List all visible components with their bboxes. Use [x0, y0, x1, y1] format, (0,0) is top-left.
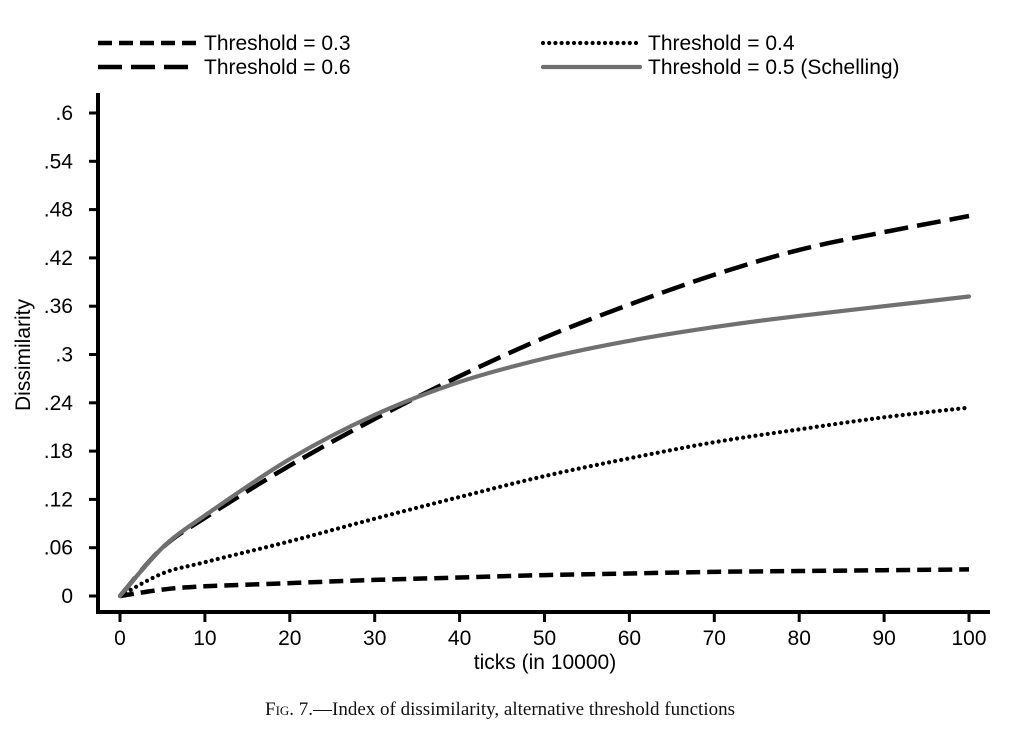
axes: 0 .06 .12 .18 .24 .3 .36 .42 .48 .54 .6 0 10 20 30 40 50… [44, 93, 990, 650]
y-tick-label: .36 [44, 295, 73, 318]
x-tick-label: 80 [788, 627, 811, 650]
y-tick-label: .06 [44, 537, 73, 560]
legend: Threshold = 0.3 Threshold = 0.4Threshold … [98, 32, 900, 79]
y-tick-label: .6 [55, 102, 73, 125]
legend-label-0: Threshold = 0.3 [204, 32, 351, 55]
y-tick-label: .48 [44, 199, 73, 222]
y-axis-title: Dissimilarity [12, 299, 35, 411]
x-tick-label: 70 [703, 627, 726, 650]
legend-label-2: Threshold = 0.6 [204, 56, 351, 79]
figure-caption: Fig. 7.—Index of dissimilarity, alternat… [0, 699, 1000, 721]
x-tick-label: 90 [872, 627, 895, 650]
caption-text: 7.—Index of dissimilarity, alternative t… [294, 699, 735, 720]
x-tick-label: 10 [193, 627, 216, 650]
x-tick-label: 50 [533, 627, 556, 650]
x-axis-title: ticks (in 10000) [474, 651, 616, 674]
y-tick-label: .42 [44, 247, 73, 270]
y-tick-label: .3 [55, 344, 73, 367]
plot-lines [117, 213, 972, 599]
legend-label-1: Threshold = 0.4 [648, 32, 795, 55]
x-tick-label: 60 [618, 627, 641, 650]
series-line-2 [118, 213, 970, 598]
legend-label-3: Threshold = 0.5 (Schelling) [648, 56, 900, 79]
chart: Threshold = 0.3 Threshold = 0.4Threshold … [12, 32, 990, 674]
series-line-3 [117, 294, 972, 599]
x-tick-label: 40 [448, 627, 471, 650]
y-tick-label: .18 [44, 440, 73, 463]
y-tick-label: 0 [61, 585, 73, 608]
x-tick-label: 100 [951, 627, 986, 650]
y-tick-label: .24 [44, 392, 74, 415]
series-line-0 [119, 567, 970, 599]
y-tick-label: .54 [44, 150, 74, 173]
caption-prefix: Fig. [265, 699, 295, 720]
series-line-1 [117, 405, 972, 599]
x-tick-label: 0 [114, 627, 126, 650]
x-tick-label: 30 [363, 627, 386, 650]
y-tick-label: .12 [44, 488, 73, 511]
x-tick-label: 20 [278, 627, 301, 650]
